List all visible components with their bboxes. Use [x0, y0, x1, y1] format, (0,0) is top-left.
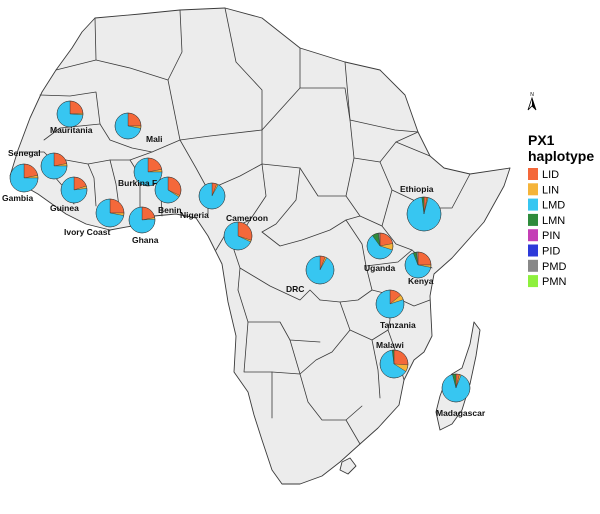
pie-outline-guinea: [60, 176, 88, 204]
pie-outline-ghana: [128, 206, 156, 234]
legend-title-line1: PX1: [528, 132, 555, 148]
pie-outline-burkina-faso: [133, 157, 163, 187]
legend-swatch-lid: [528, 168, 538, 180]
pie-gambia: Gambia: [2, 163, 39, 203]
north-arrow-icon: N: [527, 92, 537, 111]
pie-outline-malawi: [379, 349, 409, 379]
country-label-kenya: Kenya: [408, 276, 434, 286]
country-label-malawi: Malawi: [376, 340, 404, 350]
pie-uganda: Uganda: [364, 232, 395, 273]
pie-outline-ivory-coast: [95, 198, 125, 228]
pie-outline-nigeria: [198, 182, 226, 210]
pie-nigeria: Nigeria: [180, 182, 226, 220]
legend-label-pmn: PMN: [542, 276, 567, 288]
country-label-mali: Mali: [146, 134, 163, 144]
pie-kenya: Kenya: [404, 251, 434, 286]
pie-ethiopia: Ethiopia: [400, 184, 442, 232]
pie-outline-senegal: [40, 152, 68, 180]
pie-mali: Mali: [114, 112, 163, 144]
legend-label-pid: PID: [542, 246, 560, 258]
country-label-madagascar: Madagascar: [436, 408, 486, 418]
pie-malawi: Malawi: [376, 340, 409, 379]
pie-outline-mauritania: [56, 100, 84, 128]
country-label-nigeria: Nigeria: [180, 210, 209, 220]
legend-swatch-pmd: [528, 259, 538, 272]
pie-burkina-faso: Burkina Faso: [118, 157, 172, 188]
country-label-ivory-coast: Ivory Coast: [64, 227, 110, 237]
pie-ghana: Ghana: [128, 206, 159, 245]
country-label-senegal: Senegal: [8, 148, 41, 158]
pie-outline-tanzania: [375, 289, 405, 319]
legend-swatch-lmn: [528, 213, 538, 226]
pie-outline-madagascar: [441, 373, 471, 403]
country-label-cameroon: Cameroon: [226, 213, 268, 223]
country-label-benin: Benin: [158, 205, 182, 215]
north-arrow-label: N: [530, 92, 534, 98]
country-label-ghana: Ghana: [132, 235, 159, 245]
legend-swatch-pid: [528, 244, 538, 257]
pie-cameroon: Cameroon: [223, 213, 268, 251]
pie-guinea: Guinea: [50, 176, 88, 213]
pie-mauritania: Mauritania: [50, 100, 93, 135]
pie-madagascar: Madagascar: [436, 373, 486, 418]
legend-items: LID LIN LMD LMN PIN PID PMD PMN: [528, 168, 567, 288]
africa-mainland: [9, 7, 511, 485]
legend-swatch-lin: [528, 183, 538, 196]
country-label-tanzania: Tanzania: [380, 320, 416, 330]
country-label-drc: DRC: [286, 284, 304, 294]
legend-title-line2: haplotype: [528, 148, 594, 164]
legend-swatch-lmd: [528, 198, 538, 211]
legend-label-lin: LIN: [542, 184, 559, 196]
pie-senegal: Senegal: [8, 148, 68, 180]
pie-tanzania: Tanzania: [375, 289, 416, 330]
pie-charts: Mauritania Mali Senegal Gambia Guinea Burkina…: [2, 100, 486, 418]
country-label-mauritania: Mauritania: [50, 125, 93, 135]
lesotho-outline: [339, 457, 357, 475]
country-label-guinea: Guinea: [50, 203, 79, 213]
pie-outline-uganda: [366, 232, 394, 260]
country-label-burkina-faso: Burkina Faso: [118, 178, 172, 188]
legend-label-pmd: PMD: [542, 261, 567, 273]
pie-ivory-coast: Ivory Coast: [64, 198, 125, 237]
country-label-uganda: Uganda: [364, 263, 395, 273]
pie-outline-benin: [154, 176, 182, 204]
pie-outline-mali: [114, 112, 142, 140]
legend-swatch-pin: [528, 229, 538, 242]
pie-drc: DRC: [286, 255, 335, 294]
legend-label-lmd: LMD: [542, 200, 565, 212]
legend-label-lmn: LMN: [542, 215, 565, 227]
pie-outline-drc: [305, 255, 335, 285]
pie-outline-ethiopia: [406, 196, 442, 232]
pie-outline-gambia: [9, 163, 39, 193]
legend: PX1 haplotype LID LIN LMD LMN PIN PID PMD PMN: [528, 132, 594, 288]
legend-swatch-pmn: [528, 275, 538, 288]
pie-outline-cameroon: [223, 221, 253, 251]
country-label-ethiopia: Ethiopia: [400, 184, 434, 194]
country-label-gambia: Gambia: [2, 193, 33, 203]
legend-label-lid: LID: [542, 169, 559, 181]
legend-label-pin: PIN: [542, 230, 560, 242]
pie-outline-kenya: [404, 251, 432, 279]
pie-benin: Benin: [154, 176, 182, 215]
